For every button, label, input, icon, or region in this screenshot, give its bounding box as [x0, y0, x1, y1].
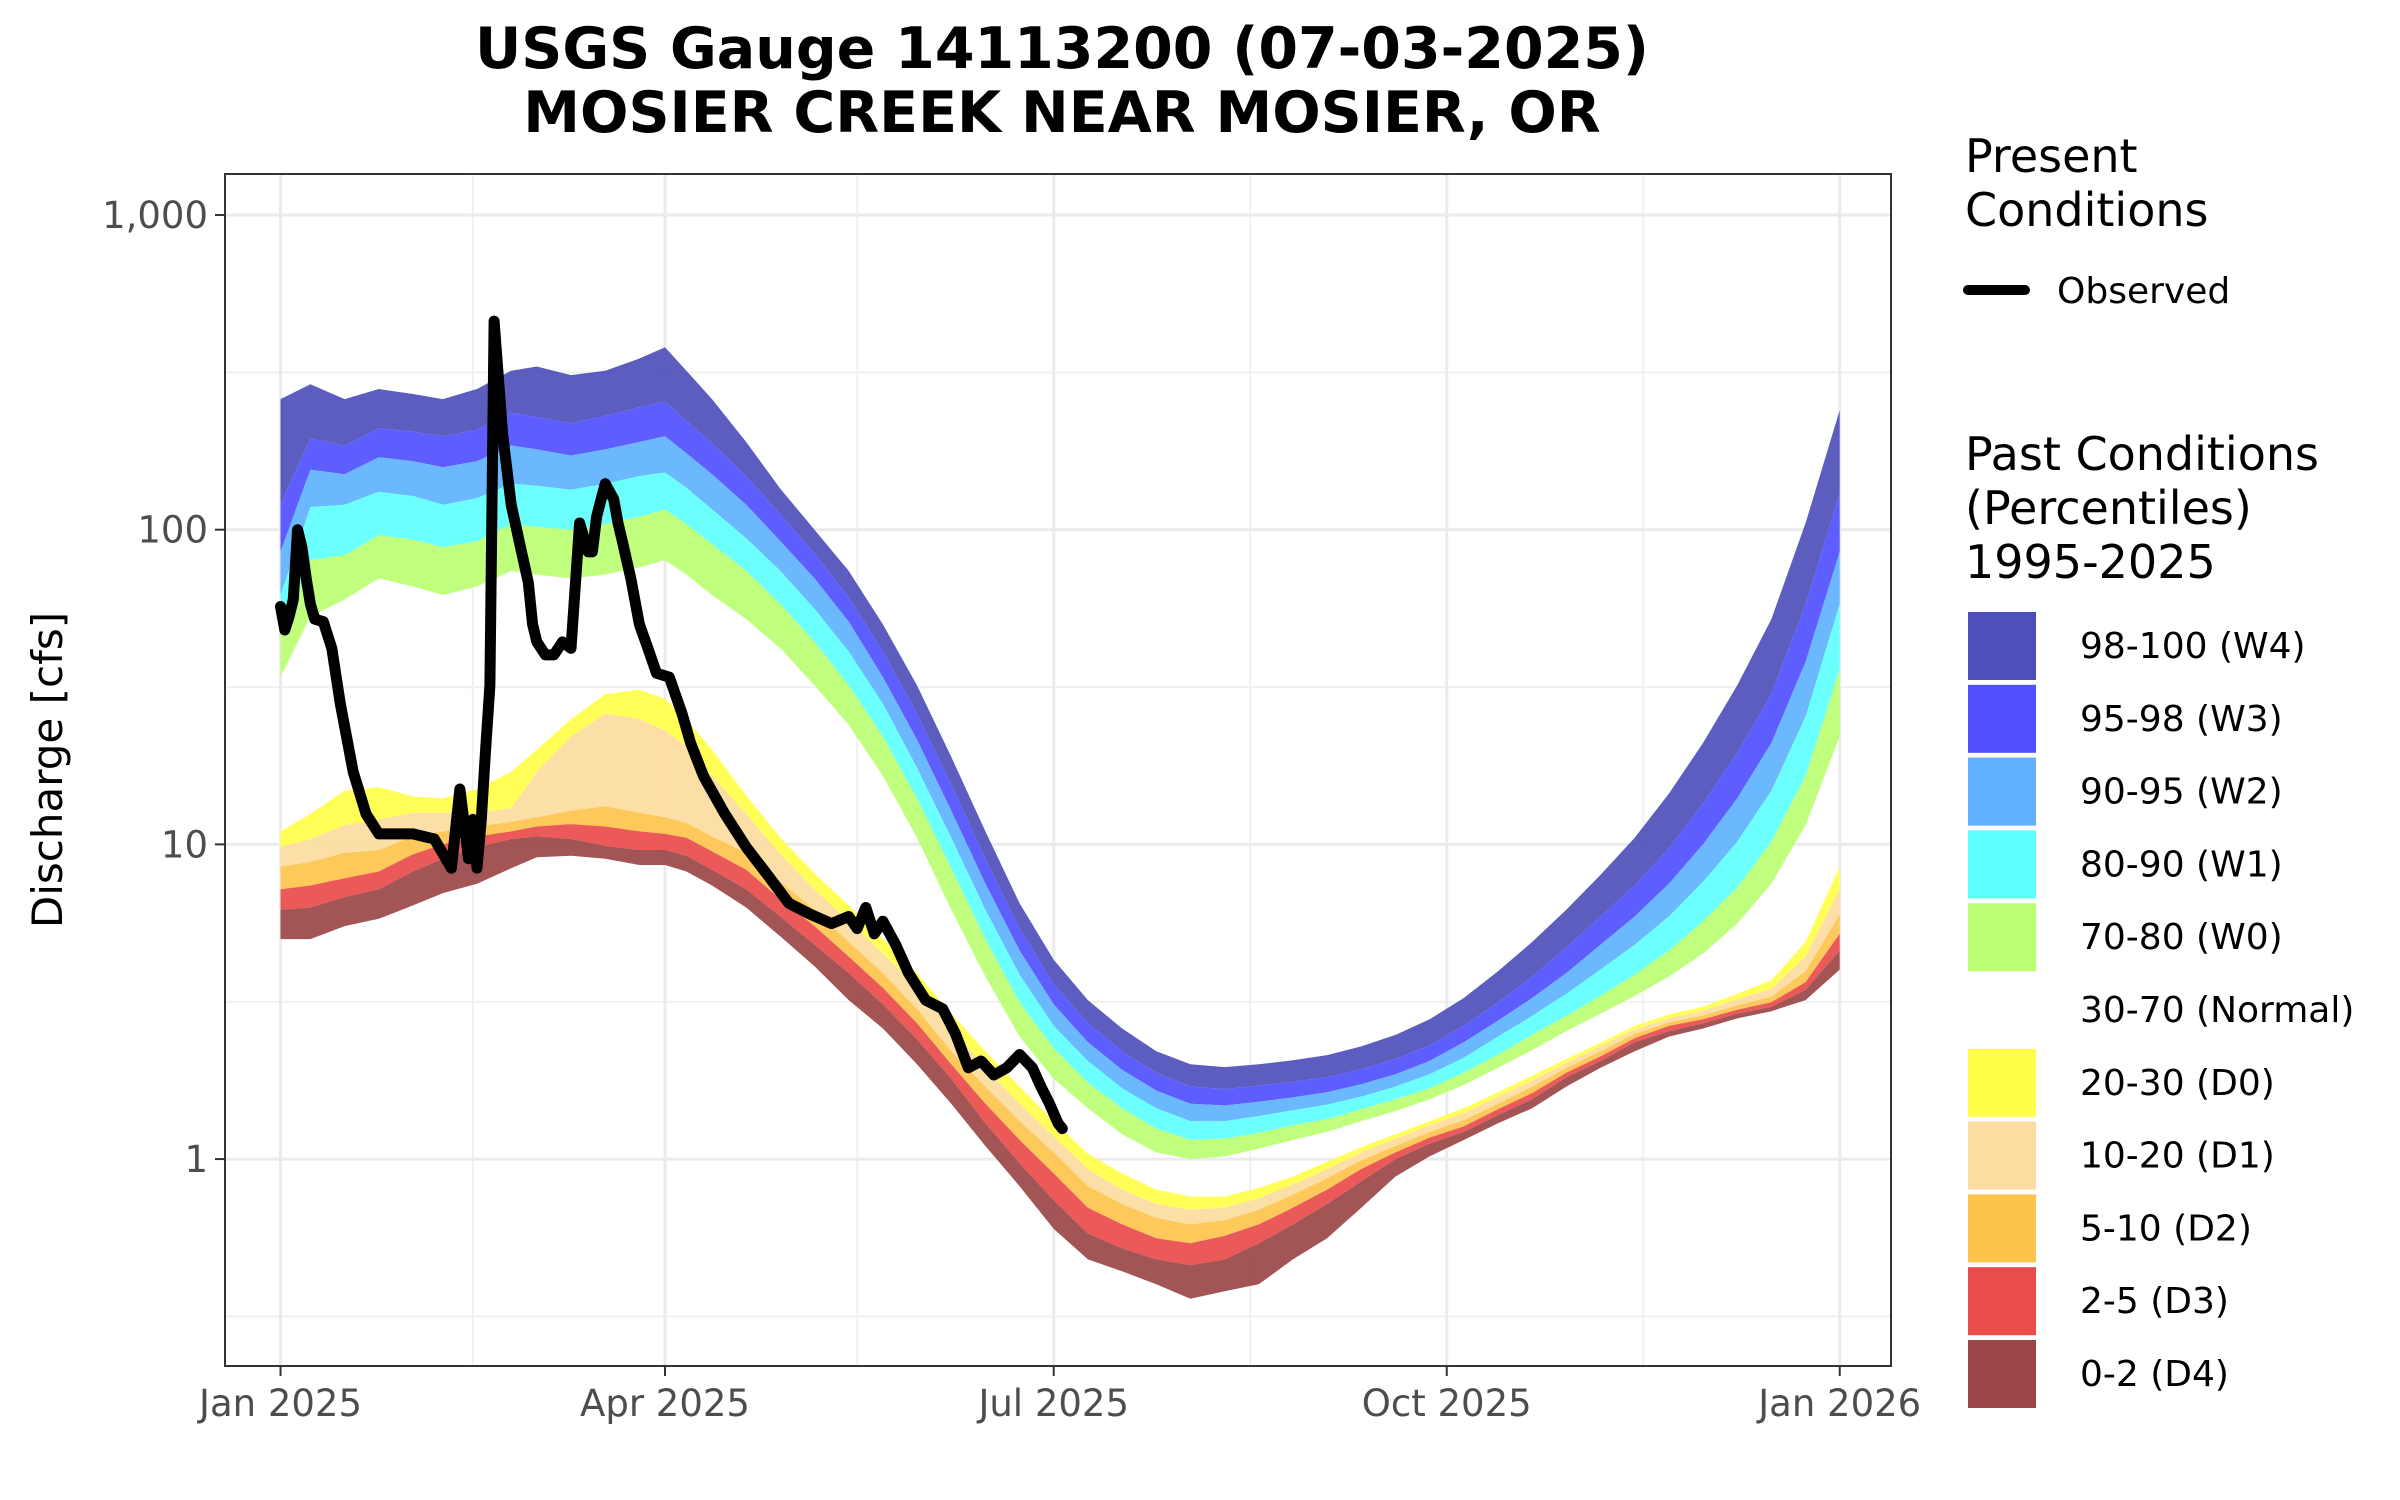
x-tick-label: Jan 2026 [1756, 1382, 1921, 1425]
y-tick-label: 100 [137, 509, 208, 552]
legend-past-title-line2: (Percentiles) [1965, 481, 2252, 535]
percentile-bands [280, 347, 1840, 1299]
legend-band-label: 5-10 (D2) [2080, 1208, 2252, 1249]
legend-present-title-line1: Present [1965, 129, 2138, 183]
y-axis: 1 10 100 1,000 [102, 194, 225, 1181]
legend-swatch [1968, 757, 2036, 826]
legend-swatch [1968, 612, 2036, 680]
x-tick-label: Jan 2025 [197, 1382, 362, 1425]
legend-swatch [1968, 1267, 2036, 1336]
legend-swatch [1968, 830, 2036, 899]
legend-band-label: 80-90 (W1) [2080, 844, 2283, 885]
plot-area [224, 173, 1892, 1367]
legend-band-label: 30-70 (Normal) [2080, 990, 2354, 1031]
legend-band-label: 10-20 (D1) [2080, 1136, 2275, 1177]
legend-band-label: 90-95 (W2) [2080, 772, 2283, 813]
y-tick-label: 10 [161, 823, 208, 866]
legend: Present Conditions Observed Past Conditi… [1963, 129, 2354, 1408]
legend-past-title-line1: Past Conditions [1965, 427, 2319, 481]
legend-band-label: 2-5 (D3) [2080, 1281, 2229, 1322]
band-98-100 [280, 347, 1840, 1089]
legend-band-label: 98-100 (W4) [2080, 626, 2306, 667]
observed-series [275, 315, 1068, 1135]
observed-line [275, 315, 1068, 1135]
chart-title-line2: MOSIER CREEK NEAR MOSIER, OR [523, 80, 1600, 146]
band-0-2 [280, 836, 1840, 1299]
legend-past-title-line3: 1995-2025 [1965, 535, 2216, 589]
legend-swatch [1968, 1194, 2036, 1263]
band-legend: 98-100 (W4) 95-98 (W3) 90-95 (W2) 80-90 (W1… [1968, 612, 2354, 1408]
x-tick-label: Jul 2025 [976, 1382, 1129, 1425]
x-tick-label: Oct 2025 [1362, 1382, 1532, 1425]
legend-band-label: 20-30 (D0) [2080, 1063, 2275, 1104]
y-axis-title: Discharge [cfs] [23, 612, 72, 928]
legend-band-label: 0-2 (D4) [2080, 1354, 2229, 1395]
plot-border [224, 173, 1892, 1367]
legend-swatch [1968, 1121, 2036, 1190]
x-axis: Jan 2025 Apr 2025 Jul 2025 Oct 2025 Jan 2026 [197, 1366, 1921, 1425]
legend-band-label: 70-80 (W0) [2080, 917, 2283, 958]
y-tick-label: 1,000 [102, 194, 208, 237]
legend-swatch [1968, 1340, 2036, 1408]
chart-title-line1: USGS Gauge 14113200 (07-03-2025) [475, 16, 1649, 82]
legend-swatch [1968, 684, 2036, 753]
legend-swatch [1968, 903, 2036, 972]
y-tick-label: 1 [184, 1138, 208, 1181]
legend-swatch [1968, 1048, 2036, 1117]
band-80-90 [280, 472, 1840, 1140]
legend-observed-label: Observed [2057, 271, 2230, 312]
legend-present-title-line2: Conditions [1965, 183, 2208, 237]
legend-band-label: 95-98 (W3) [2080, 699, 2283, 740]
x-tick-label: Apr 2025 [580, 1382, 750, 1425]
band-70-80 [280, 509, 1840, 1160]
